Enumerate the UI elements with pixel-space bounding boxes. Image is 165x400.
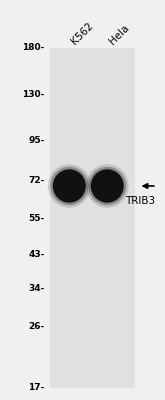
Text: 34-: 34- <box>28 284 45 293</box>
Text: K562: K562 <box>69 20 95 46</box>
Text: 17-: 17- <box>28 384 45 392</box>
Text: 26-: 26- <box>28 322 45 331</box>
Ellipse shape <box>48 164 91 208</box>
Text: 95-: 95- <box>28 136 45 144</box>
Text: 130-: 130- <box>22 90 45 99</box>
Text: 43-: 43- <box>28 250 45 259</box>
Text: TRIB3: TRIB3 <box>125 196 155 206</box>
Text: Hela: Hela <box>107 22 131 46</box>
Text: 180-: 180- <box>22 44 45 52</box>
Text: 55-: 55- <box>28 214 45 223</box>
Ellipse shape <box>53 169 86 203</box>
Ellipse shape <box>88 167 126 205</box>
Ellipse shape <box>86 164 129 208</box>
Ellipse shape <box>91 169 124 203</box>
Text: 72-: 72- <box>28 176 45 184</box>
Ellipse shape <box>50 167 88 205</box>
Bar <box>50 48 135 388</box>
